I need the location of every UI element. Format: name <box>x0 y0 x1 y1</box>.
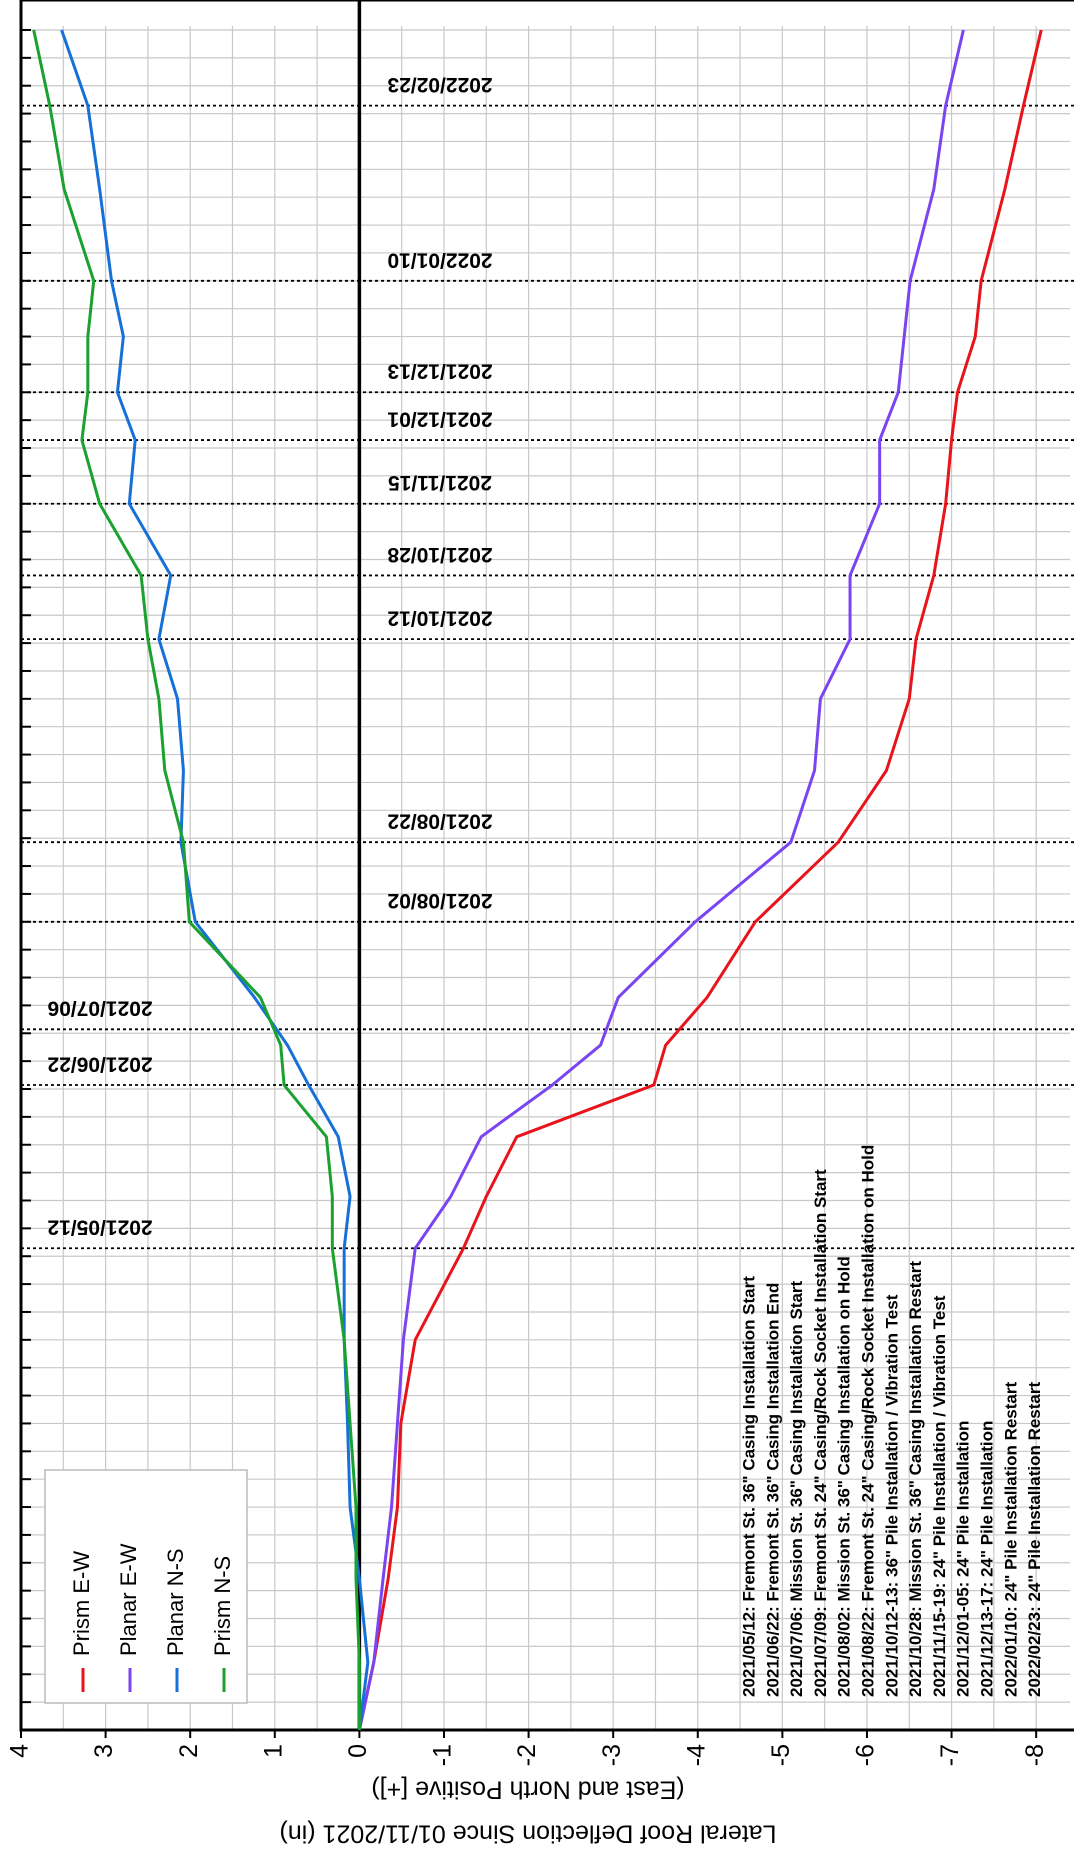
y-tick-label: -5 <box>767 1744 795 1766</box>
note: 2022/01/10: 24" Pile Installation Restar… <box>1001 1382 1020 1697</box>
y-tick-label: -7 <box>936 1744 964 1766</box>
note: 2021/12/13-17: 24" Pile Installation <box>977 1421 996 1697</box>
legend-box <box>44 1469 248 1704</box>
y-tick-label: 1 <box>259 1744 287 1758</box>
y-tick-label: 4 <box>6 1744 34 1758</box>
event-label: 2021/10/12 <box>387 607 492 630</box>
event-label: 2021/10/28 <box>387 543 492 566</box>
y-tick-label: 0 <box>344 1744 372 1758</box>
legend-label: Prism E-W <box>69 1551 94 1656</box>
y-tick-label: 2 <box>175 1744 203 1758</box>
y-tick-label: -8 <box>1021 1744 1049 1766</box>
note: 2021/10/12-13: 36" Pile Installation / V… <box>882 1294 901 1697</box>
event-label: 2022/02/23 <box>387 73 492 96</box>
event-label: 2021/07/06 <box>47 997 152 1020</box>
series-line <box>357 29 1043 1731</box>
event-label: 2021/05/12 <box>47 1216 152 1239</box>
series-line <box>357 29 965 1731</box>
y-tick-label: 3 <box>90 1744 118 1758</box>
note: 2021/10/28: Mission St. 36" Casing Insta… <box>906 1261 925 1697</box>
series-line <box>32 29 361 1730</box>
event-label: 2021/11/15 <box>388 471 492 494</box>
note: 2021/05/12: Fremont St. 36" Casing Insta… <box>739 1276 758 1697</box>
event-label: 2022/01/10 <box>387 248 492 271</box>
axis-title: (East and North Positive [+]) <box>371 1775 684 1803</box>
legend-label: Planar N-S <box>163 1548 188 1656</box>
note: 2021/12/01-05: 24" Pile Installation <box>954 1421 973 1697</box>
y-tick-label: -6 <box>852 1744 880 1766</box>
y-tick-label: -4 <box>682 1744 710 1766</box>
event-label: 2021/06/22 <box>47 1052 152 1075</box>
y-tick-label: -1 <box>429 1744 457 1766</box>
note: 2021/08/02: Mission St. 36" Casing Insta… <box>835 1256 854 1697</box>
legend-label: Planar E-W <box>116 1543 141 1656</box>
plot-frame <box>19 0 1074 1732</box>
note: 2021/07/06: Mission St. 36" Casing Insta… <box>787 1280 806 1697</box>
event-label: 2021/12/01 <box>387 408 492 431</box>
series-line <box>60 29 370 1731</box>
legend-label: Prism N-S <box>210 1556 235 1656</box>
event-label: 2021/08/02 <box>387 889 492 912</box>
note: 2021/11/15-19: 24" Pile Installation / V… <box>930 1295 949 1697</box>
y-tick-label: -2 <box>513 1744 541 1766</box>
plot: -8 -7 -6 -5 -4 -3 -2 -1 0 1 2 3 4 2021/05/12 2021/06/2… <box>6 0 1074 1847</box>
event-label: 2021/08/22 <box>387 810 492 833</box>
event-label: 2021/12/13 <box>387 360 492 383</box>
note: 2022/02/23: 24" Pile Installation Restar… <box>1025 1382 1044 1697</box>
y-tick-label: -3 <box>598 1744 626 1766</box>
note: 2021/06/22: Fremont St. 36" Casing Insta… <box>763 1283 782 1697</box>
axis-title: Lateral Roof Deflection Since 01/11/2021… <box>279 1819 776 1847</box>
note: 2021/08/22: Fremont St. 24" Casing/Rock … <box>858 1145 877 1697</box>
note: 2021/07/09: Fremont St. 24" Casing/Rock … <box>811 1169 830 1697</box>
